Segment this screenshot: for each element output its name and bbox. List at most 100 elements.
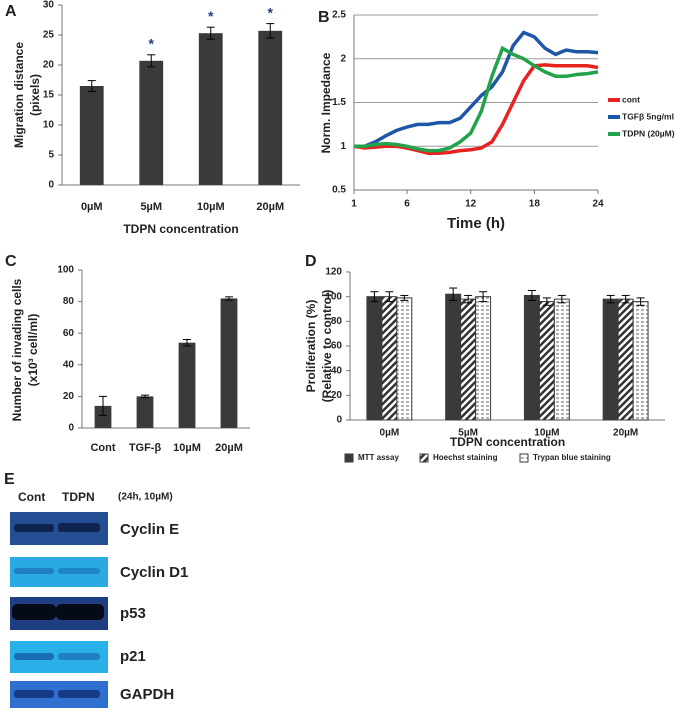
row-label: GAPDH xyxy=(120,686,174,703)
legend-label: MTT assay xyxy=(358,453,399,462)
panel-label: E xyxy=(4,471,15,488)
bar xyxy=(617,298,634,421)
y-axis-label: (pixels) xyxy=(28,74,42,116)
y-tick-label: 40 xyxy=(331,365,343,376)
legend-label: TGFβ 5ng/ml xyxy=(622,111,674,121)
y-tick-label: 60 xyxy=(63,328,75,339)
bar xyxy=(445,293,462,421)
row-label: p53 xyxy=(120,605,146,622)
bar xyxy=(258,30,283,185)
bar xyxy=(366,296,383,421)
line-series xyxy=(353,63,599,156)
bar xyxy=(396,297,413,421)
blot-band xyxy=(58,568,100,574)
x-tick-label: 12 xyxy=(465,199,477,210)
y-tick-label: 25 xyxy=(43,30,55,41)
x-tick-label: 5µM xyxy=(140,201,162,213)
blot-band xyxy=(14,568,54,574)
y-tick-label: 15 xyxy=(43,90,55,101)
significance-mark: * xyxy=(268,4,274,20)
panel-label: D xyxy=(305,253,317,270)
bar xyxy=(79,86,104,185)
y-axis-label: (Relative to control) xyxy=(320,290,334,403)
bar xyxy=(136,396,154,428)
x-tick-label: 10µM xyxy=(534,428,559,439)
y-axis-label: Proliferation (%) xyxy=(304,300,318,393)
y-tick-label: 30 xyxy=(43,0,55,11)
line-series xyxy=(354,45,599,153)
bar xyxy=(538,301,555,421)
legend-label: cont xyxy=(622,94,640,104)
y-axis-label: Number of invading cells xyxy=(10,278,24,421)
y-axis-label: Norm. Impedance xyxy=(319,52,333,153)
x-tick-label: TGF-β xyxy=(129,442,162,454)
y-tick-label: 0 xyxy=(68,423,74,434)
y-tick-label: 20 xyxy=(63,391,75,402)
bar xyxy=(602,298,619,421)
significance-mark: * xyxy=(149,36,155,52)
panel-label: A xyxy=(5,3,17,20)
x-tick-label: 10µM xyxy=(173,442,201,454)
x-tick-label: 10µM xyxy=(197,201,225,213)
x-tick-label: 18 xyxy=(529,199,541,210)
x-tick-label: 0µM xyxy=(81,201,103,213)
y-tick-label: 1.5 xyxy=(332,97,346,108)
y-tick-label: 2 xyxy=(340,53,346,64)
bar xyxy=(220,298,238,428)
blot-panel: E Cont TDPN (24h, 10µM) Cyclin E Cyclin … xyxy=(4,471,188,708)
y-tick-label: 60 xyxy=(331,341,343,352)
y-tick-label: 1 xyxy=(340,141,346,152)
y-tick-label: 80 xyxy=(331,316,343,327)
y-tick-label: 0 xyxy=(48,180,54,191)
y-axis-label: (x10³ cell/ml) xyxy=(26,314,40,387)
y-tick-label: 20 xyxy=(331,390,343,401)
legend-label: Trypan blue staining xyxy=(533,453,611,462)
y-tick-label: 40 xyxy=(63,359,75,370)
row-label: p21 xyxy=(120,648,146,665)
legend-label: TDPN (20µM) xyxy=(622,128,675,138)
legend-swatch xyxy=(419,453,429,463)
x-tick-label: 6 xyxy=(404,199,410,210)
x-axis-label: TDPN concentration xyxy=(450,435,565,449)
x-axis-label: TDPN concentration xyxy=(123,222,238,236)
blot-band xyxy=(56,604,104,620)
blot-band xyxy=(58,653,100,660)
y-tick-label: 120 xyxy=(325,267,342,278)
y-tick-label: 100 xyxy=(57,265,74,276)
blot-band xyxy=(12,604,56,620)
y-axis-label: Migration distance xyxy=(12,42,26,148)
blot-band xyxy=(14,690,54,698)
bar xyxy=(460,298,477,421)
x-tick-label: 5µM xyxy=(458,428,478,439)
x-tick-label: 20µM xyxy=(613,428,638,439)
lane-label: TDPN xyxy=(62,490,95,504)
y-tick-label: 100 xyxy=(325,291,342,302)
x-tick-label: 1 xyxy=(351,199,357,210)
panel-label: C xyxy=(5,253,17,270)
blot-band xyxy=(58,690,100,698)
x-axis-label: Time (h) xyxy=(447,215,505,232)
significance-mark: * xyxy=(208,8,214,24)
bar xyxy=(139,60,164,185)
condition-label: (24h, 10µM) xyxy=(118,492,173,503)
bar xyxy=(475,296,492,421)
row-label: Cyclin D1 xyxy=(120,564,188,581)
blot-band xyxy=(14,524,54,532)
line-series xyxy=(354,30,599,149)
row-label: Cyclin E xyxy=(120,521,179,538)
x-tick-label: 20µM xyxy=(215,442,243,454)
x-tick-label: 0µM xyxy=(380,428,400,439)
x-tick-label: 20µM xyxy=(256,201,284,213)
bar xyxy=(178,342,196,428)
bar xyxy=(381,296,398,421)
blot-band xyxy=(14,653,54,660)
y-tick-label: 10 xyxy=(43,120,55,131)
y-tick-label: 80 xyxy=(63,296,75,307)
bar xyxy=(198,33,223,186)
y-tick-label: 2.5 xyxy=(332,10,346,21)
x-tick-label: Cont xyxy=(90,442,115,454)
y-tick-label: 0 xyxy=(336,415,342,426)
lane-label: Cont xyxy=(18,490,45,504)
panel-label: B xyxy=(318,9,330,26)
